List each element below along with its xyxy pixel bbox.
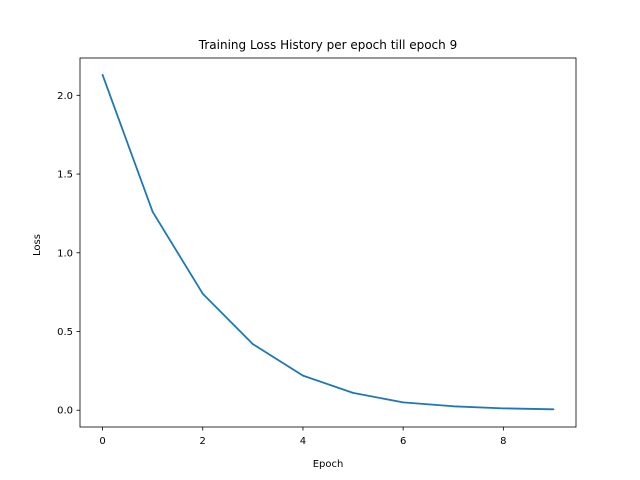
data-points bbox=[101, 73, 555, 411]
y-tick-label: 0.5 bbox=[57, 327, 73, 338]
y-tick-label: 1.0 bbox=[57, 248, 73, 259]
data-point bbox=[502, 407, 505, 410]
y-axis-ticks: 0.0 0.5 1.0 1.5 2.0 bbox=[57, 91, 80, 417]
data-point bbox=[101, 73, 104, 76]
data-point bbox=[352, 392, 354, 394]
plot-frame bbox=[79, 57, 577, 428]
y-tick-label: 0.0 bbox=[57, 406, 73, 417]
x-tick-label: 2 bbox=[200, 436, 206, 447]
y-tick-label: 2.0 bbox=[57, 91, 73, 102]
x-tick-label: 8 bbox=[500, 436, 506, 447]
y-axis-label: Loss bbox=[32, 234, 43, 256]
x-tick-label: 4 bbox=[300, 436, 306, 447]
data-point bbox=[452, 405, 455, 408]
data-point bbox=[402, 401, 405, 404]
data-point bbox=[151, 210, 154, 213]
chart-title: Training Loss History per epoch till epo… bbox=[198, 38, 457, 52]
data-point bbox=[201, 292, 204, 295]
x-tick-label: 6 bbox=[400, 436, 406, 447]
x-axis-ticks: 0 2 4 6 8 bbox=[99, 427, 507, 447]
data-point bbox=[302, 374, 304, 377]
x-axis-label: Epoch bbox=[313, 459, 344, 470]
plot-area bbox=[79, 57, 577, 428]
loss-series-line bbox=[101, 74, 554, 411]
y-tick-label: 1.5 bbox=[57, 170, 73, 181]
data-point bbox=[552, 408, 555, 411]
data-point bbox=[251, 343, 254, 345]
x-tick-label: 0 bbox=[99, 436, 105, 447]
